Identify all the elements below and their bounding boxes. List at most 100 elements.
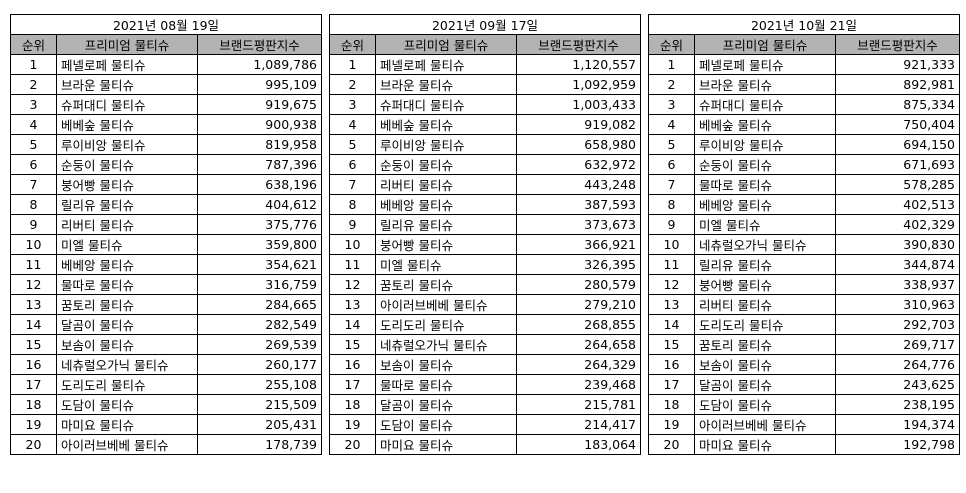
table-row: 5 루이비앙 물티슈 819,958: [10, 134, 322, 155]
table-row: 19 아이러브베베 물티슈 194,374: [648, 414, 960, 435]
score-cell: 192,798: [835, 434, 960, 455]
table-row: 8 릴리유 물티슈 404,612: [10, 194, 322, 215]
score-cell: 279,210: [516, 294, 641, 315]
brand-name-cell: 순둥이 물티슈: [56, 154, 198, 175]
brand-name-cell: 미엘 물티슈: [694, 214, 836, 235]
brand-name-cell: 보솜이 물티슈: [375, 354, 517, 375]
rank-cell: 16: [329, 354, 376, 375]
table-row: 12 꿈토리 물티슈 280,579: [329, 274, 641, 295]
score-cell: 921,333: [835, 54, 960, 75]
score-cell: 892,981: [835, 74, 960, 95]
brand-name-cell: 베베숲 물티슈: [694, 114, 836, 135]
table-row: 14 도리도리 물티슈 268,855: [329, 314, 641, 335]
brand-name-cell: 붕어빵 물티슈: [694, 274, 836, 295]
rank-cell: 1: [329, 54, 376, 75]
brand-name-cell: 붕어빵 물티슈: [375, 234, 517, 255]
table-row: 20 마미요 물티슈 183,064: [329, 434, 641, 455]
score-cell: 260,177: [197, 354, 322, 375]
table-row: 11 베베앙 물티슈 354,621: [10, 254, 322, 275]
table-row: 12 붕어빵 물티슈 338,937: [648, 274, 960, 295]
table-row: 2 브라운 물티슈 892,981: [648, 74, 960, 95]
brand-name-cell: 도담이 물티슈: [375, 414, 517, 435]
score-cell: 402,329: [835, 214, 960, 235]
header-name: 프리미엄 물티슈: [375, 34, 517, 55]
rank-cell: 16: [648, 354, 695, 375]
score-cell: 183,064: [516, 434, 641, 455]
brand-name-cell: 브라운 물티슈: [56, 74, 198, 95]
rank-cell: 16: [10, 354, 57, 375]
rank-cell: 2: [329, 74, 376, 95]
rank-cell: 10: [329, 234, 376, 255]
rank-cell: 20: [10, 434, 57, 455]
header-score: 브랜드평판지수: [835, 34, 960, 55]
rank-cell: 15: [329, 334, 376, 355]
brand-name-cell: 미엘 물티슈: [375, 254, 517, 275]
table-row: 18 도담이 물티슈 238,195: [648, 394, 960, 415]
brand-name-cell: 꿈토리 물티슈: [694, 334, 836, 355]
table-row: 6 순둥이 물티슈 632,972: [329, 154, 641, 175]
score-cell: 1,089,786: [197, 54, 322, 75]
table-row: 15 보솜이 물티슈 269,539: [10, 334, 322, 355]
rank-cell: 10: [648, 234, 695, 255]
score-cell: 292,703: [835, 314, 960, 335]
table-row: 10 붕어빵 물티슈 366,921: [329, 234, 641, 255]
table-row: 6 순둥이 물티슈 787,396: [10, 154, 322, 175]
rank-cell: 14: [648, 314, 695, 335]
table-title: 2021년 08월 19일: [10, 14, 322, 35]
score-cell: 359,800: [197, 234, 322, 255]
rank-cell: 20: [648, 434, 695, 455]
header-name: 프리미엄 물티슈: [56, 34, 198, 55]
table-row: 17 달곰이 물티슈 243,625: [648, 374, 960, 395]
rank-cell: 8: [648, 194, 695, 215]
score-cell: 1,092,959: [516, 74, 641, 95]
score-cell: 215,509: [197, 394, 322, 415]
rank-cell: 11: [10, 254, 57, 275]
table-row: 1 페넬로페 물티슈 1,120,557: [329, 54, 641, 75]
brand-name-cell: 미엘 물티슈: [56, 234, 198, 255]
score-cell: 387,593: [516, 194, 641, 215]
score-cell: 390,830: [835, 234, 960, 255]
score-cell: 194,374: [835, 414, 960, 435]
table-row: 19 마미요 물티슈 205,431: [10, 414, 322, 435]
score-cell: 316,759: [197, 274, 322, 295]
table-row: 13 꿈토리 물티슈 284,665: [10, 294, 322, 315]
score-cell: 373,673: [516, 214, 641, 235]
score-cell: 1,003,433: [516, 94, 641, 115]
table-row: 14 도리도리 물티슈 292,703: [648, 314, 960, 335]
score-cell: 268,855: [516, 314, 641, 335]
rank-cell: 3: [648, 94, 695, 115]
score-cell: 238,195: [835, 394, 960, 415]
table-row: 4 베베숲 물티슈 750,404: [648, 114, 960, 135]
table-row: 11 릴리유 물티슈 344,874: [648, 254, 960, 275]
score-cell: 875,334: [835, 94, 960, 115]
rank-cell: 4: [648, 114, 695, 135]
brand-name-cell: 도리도리 물티슈: [375, 314, 517, 335]
rank-cell: 18: [10, 394, 57, 415]
rank-cell: 9: [648, 214, 695, 235]
score-cell: 900,938: [197, 114, 322, 135]
score-cell: 338,937: [835, 274, 960, 295]
score-cell: 1,120,557: [516, 54, 641, 75]
rank-cell: 3: [10, 94, 57, 115]
score-cell: 269,717: [835, 334, 960, 355]
table-row: 2 브라운 물티슈 1,092,959: [329, 74, 641, 95]
score-cell: 344,874: [835, 254, 960, 275]
rank-cell: 14: [10, 314, 57, 335]
brand-name-cell: 꿈토리 물티슈: [375, 274, 517, 295]
brand-name-cell: 순둥이 물티슈: [375, 154, 517, 175]
brand-name-cell: 마미요 물티슈: [375, 434, 517, 455]
table-row: 18 도담이 물티슈 215,509: [10, 394, 322, 415]
rank-cell: 2: [10, 74, 57, 95]
score-cell: 354,621: [197, 254, 322, 275]
score-cell: 819,958: [197, 134, 322, 155]
score-cell: 264,658: [516, 334, 641, 355]
score-cell: 919,675: [197, 94, 322, 115]
rank-cell: 11: [648, 254, 695, 275]
brand-name-cell: 슈퍼대디 물티슈: [56, 94, 198, 115]
score-cell: 269,539: [197, 334, 322, 355]
brand-name-cell: 베베숲 물티슈: [375, 114, 517, 135]
rank-cell: 3: [329, 94, 376, 115]
brand-name-cell: 마미요 물티슈: [56, 414, 198, 435]
rank-cell: 4: [329, 114, 376, 135]
table-row: 3 슈퍼대디 물티슈 1,003,433: [329, 94, 641, 115]
